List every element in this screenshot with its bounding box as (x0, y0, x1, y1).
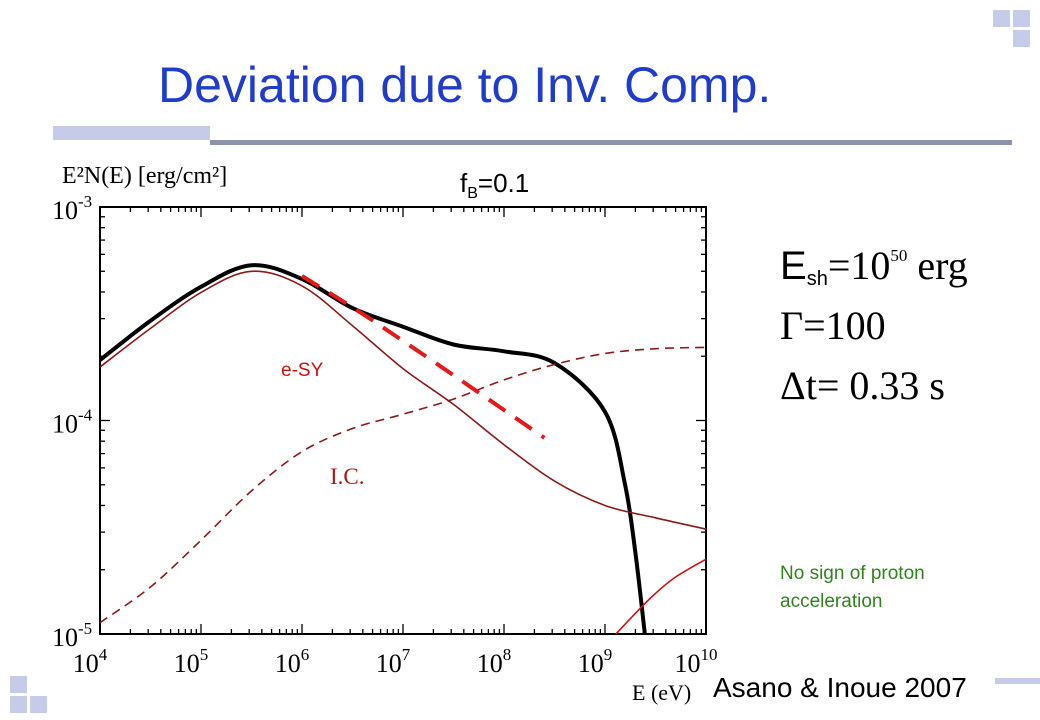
x-tick-labels: 104 105 106 107 108 109 1010 (73, 645, 718, 678)
eq1-subscript: sh (806, 268, 828, 290)
series-component-line (614, 558, 706, 634)
plot-frame (99, 206, 707, 635)
corner-square-decoration (30, 696, 47, 713)
series-layer (100, 263, 706, 634)
param-fb-symbol: f (460, 168, 468, 198)
x-tick-label: 105 (174, 645, 209, 678)
series-guide-dashed-line (300, 274, 546, 440)
equation-lorentz-factor: Γ=100 (780, 302, 886, 349)
note-line-2: acceleration (780, 591, 883, 612)
eq3-rhs: = 0.33 s (816, 363, 945, 408)
y-tick-label: 10-4 (52, 406, 93, 439)
y-tick-labels: 10-5 10-4 10-3 (52, 192, 93, 652)
param-fb-value: =0.1 (477, 168, 530, 198)
eq1-symbol: E (780, 244, 807, 288)
y-tick-label: 10-5 (52, 619, 92, 652)
x-tick-label: 109 (578, 645, 613, 678)
corner-square-decoration (10, 696, 27, 713)
citation: Asano & Inoue 2007 (713, 672, 967, 703)
title-underline (210, 140, 1012, 145)
eq3-symbol: Δt (780, 363, 817, 408)
x-tick-label: 107 (376, 645, 411, 678)
corner-square-decoration (1013, 30, 1030, 47)
eq1-exponent: 50 (890, 246, 908, 265)
corner-square-decoration (993, 10, 1010, 27)
ic-annotation: I.C. (330, 464, 365, 489)
corner-square-decoration (10, 676, 27, 693)
footer-accent-bar (995, 678, 1040, 684)
eq2-symbol: Γ (780, 303, 804, 348)
axis-ticks (99, 207, 706, 635)
y-tick-label: 10-3 (52, 192, 92, 225)
slide-title: Deviation due to Inv. Comp. (158, 57, 772, 113)
x-axis-label: E (eV) (632, 680, 691, 705)
conclusion-note: No sign of proton acceleration (780, 560, 925, 616)
x-tick-label: 106 (275, 645, 310, 678)
note-line-1: No sign of proton (780, 563, 925, 584)
eq2-rhs: =100 (803, 303, 886, 348)
eq1-rhs: =10 (827, 243, 891, 288)
x-tick-label: 104 (73, 645, 108, 678)
param-fb-subscript: B (467, 185, 478, 203)
series-total-line (100, 263, 647, 634)
corner-square-decoration (1013, 10, 1030, 27)
eq1-unit: erg (907, 243, 968, 288)
x-tick-label: 108 (477, 645, 512, 678)
y-axis-label: E²N(E) [erg/cm²] (62, 163, 227, 189)
x-tick-label: 1010 (675, 645, 718, 678)
param-fb-label: fB=0.1 (460, 168, 529, 203)
equation-shock-energy: Esh=1050 erg (780, 242, 968, 291)
series-ic-dashed-line (100, 346, 706, 624)
esy-annotation: e-SY (281, 360, 324, 381)
series-component-line (100, 270, 706, 530)
title-accent-bar (53, 126, 210, 140)
equation-time-interval: Δt= 0.33 s (780, 362, 945, 409)
